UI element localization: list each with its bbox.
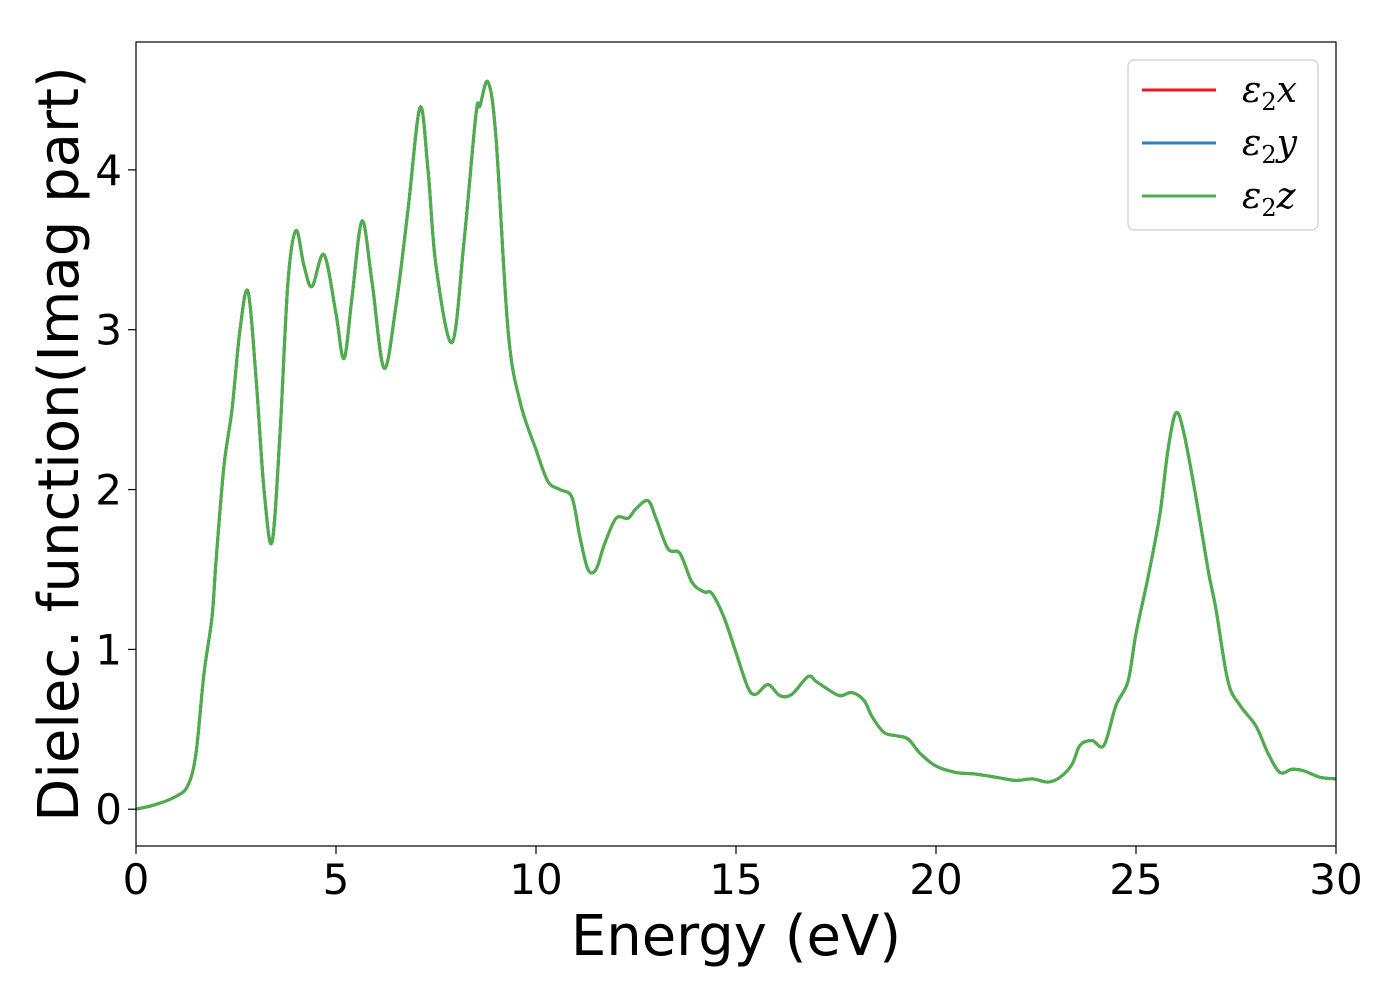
y-axis-ticks: 0 1 2 3 4 <box>95 146 136 834</box>
legend-box <box>1127 59 1319 231</box>
y-tick-label: 3 <box>95 306 122 355</box>
legend-label: ε2x <box>1242 70 1297 116</box>
y-tick-label: 2 <box>95 466 122 515</box>
x-tick-label: 20 <box>909 855 962 904</box>
series-line-3 <box>136 79 1336 811</box>
y-tick-label: 1 <box>95 625 122 674</box>
x-axis-ticks: 0 5 10 15 20 25 30 <box>123 846 1363 904</box>
x-tick-label: 0 <box>123 855 150 904</box>
y-axis-title: Dielec. function(Imag part) <box>27 66 92 822</box>
x-tick-label: 15 <box>709 855 762 904</box>
legend-label: ε2y <box>1242 123 1298 169</box>
x-tick-label: 10 <box>509 855 562 904</box>
x-tick-label: 30 <box>1309 855 1362 904</box>
series-layer <box>136 79 1336 811</box>
y-tick-label: 4 <box>95 146 122 195</box>
x-tick-label: 5 <box>323 855 350 904</box>
legend-label: ε2z <box>1242 176 1297 222</box>
x-tick-label: 25 <box>1109 855 1162 904</box>
legend: ε2x ε2y ε2z <box>1127 59 1319 231</box>
y-tick-label: 0 <box>95 785 122 834</box>
x-axis-title: Energy (eV) <box>571 904 901 969</box>
